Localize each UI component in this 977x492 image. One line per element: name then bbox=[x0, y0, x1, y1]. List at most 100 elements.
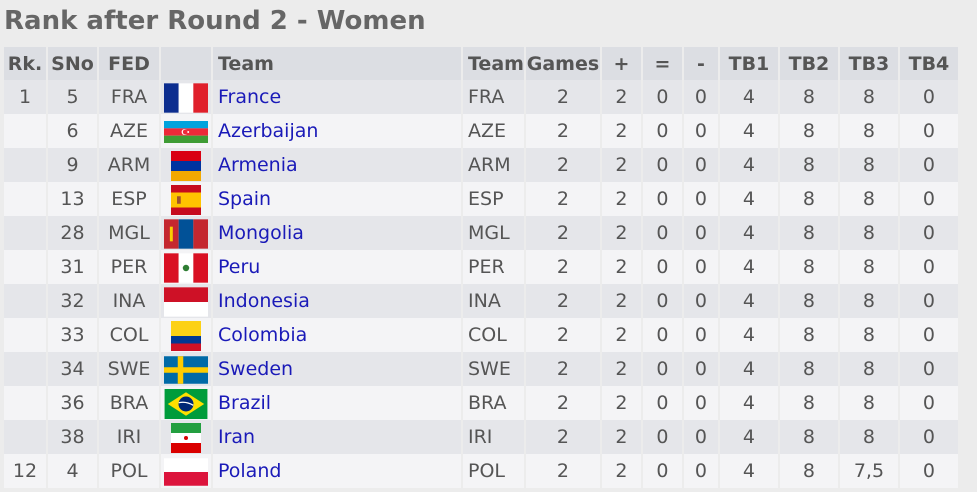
flag-poland-icon bbox=[164, 457, 208, 487]
cell-flag bbox=[161, 454, 213, 488]
col-header-games[interactable]: Games bbox=[525, 47, 602, 80]
cell-tb2: 8 bbox=[779, 420, 840, 454]
cell-draws: 0 bbox=[642, 80, 684, 114]
cell-rank bbox=[4, 182, 48, 216]
cell-tb4: 0 bbox=[899, 318, 960, 352]
cell-games: 2 bbox=[525, 182, 602, 216]
cell-flag bbox=[161, 114, 213, 148]
cell-tb2: 8 bbox=[779, 114, 840, 148]
cell-tb2: 8 bbox=[779, 284, 840, 318]
col-header-rank[interactable]: Rk. bbox=[4, 47, 48, 80]
cell-draws: 0 bbox=[642, 386, 684, 420]
cell-flag bbox=[161, 250, 213, 284]
cell-draws: 0 bbox=[642, 420, 684, 454]
cell-wins: 2 bbox=[601, 114, 643, 148]
cell-losses: 0 bbox=[683, 454, 720, 488]
cell-tb1: 4 bbox=[719, 148, 780, 182]
cell-fed: IRI bbox=[99, 420, 161, 454]
col-header-draws[interactable]: = bbox=[642, 47, 684, 80]
cell-tb3: 8 bbox=[839, 182, 900, 216]
cell-rank bbox=[4, 114, 48, 148]
col-header-wins[interactable]: + bbox=[601, 47, 643, 80]
cell-wins: 2 bbox=[601, 454, 643, 488]
table-row: 32 INA Indonesia INA 2 2 0 0 4 8 8 0 bbox=[4, 284, 960, 318]
team-link[interactable]: France bbox=[218, 86, 282, 108]
table-row: 38 IRI Iran IRI 2 2 0 0 4 8 8 0 bbox=[4, 420, 960, 454]
cell-tb2: 8 bbox=[779, 250, 840, 284]
team-link[interactable]: Peru bbox=[218, 256, 261, 278]
cell-team: France bbox=[213, 80, 463, 114]
col-header-tb1[interactable]: TB1 bbox=[719, 47, 780, 80]
team-link[interactable]: Sweden bbox=[218, 358, 294, 380]
cell-flag bbox=[161, 284, 213, 318]
team-link[interactable]: Poland bbox=[218, 460, 282, 482]
col-header-tb4[interactable]: TB4 bbox=[899, 47, 960, 80]
cell-flag bbox=[161, 80, 213, 114]
cell-rank bbox=[4, 216, 48, 250]
table-row: 6 AZE Azerbaijan AZE 2 2 0 0 4 8 8 0 bbox=[4, 114, 960, 148]
cell-draws: 0 bbox=[642, 148, 684, 182]
cell-fed: PER bbox=[99, 250, 161, 284]
team-link[interactable]: Mongolia bbox=[218, 222, 304, 244]
cell-tb4: 0 bbox=[899, 420, 960, 454]
cell-wins: 2 bbox=[601, 80, 643, 114]
col-header-tb3[interactable]: TB3 bbox=[839, 47, 900, 80]
team-link[interactable]: Brazil bbox=[218, 392, 272, 414]
cell-tb2: 8 bbox=[779, 216, 840, 250]
cell-tb4: 0 bbox=[899, 352, 960, 386]
cell-team-code: MGL bbox=[463, 216, 526, 250]
cell-tb2: 8 bbox=[779, 80, 840, 114]
cell-tb4: 0 bbox=[899, 284, 960, 318]
col-header-team-code[interactable]: Team bbox=[463, 47, 526, 80]
cell-sno: 5 bbox=[48, 80, 99, 114]
cell-rank bbox=[4, 318, 48, 352]
col-header-sno[interactable]: SNo bbox=[48, 47, 99, 80]
col-header-team[interactable]: Team bbox=[213, 47, 463, 80]
cell-team: Indonesia bbox=[213, 284, 463, 318]
cell-tb4: 0 bbox=[899, 148, 960, 182]
col-header-tb2[interactable]: TB2 bbox=[779, 47, 840, 80]
cell-wins: 2 bbox=[601, 148, 643, 182]
cell-games: 2 bbox=[525, 420, 602, 454]
cell-team-code: PER bbox=[463, 250, 526, 284]
table-row: 12 4 POL Poland POL 2 2 0 0 4 8 7,5 0 bbox=[4, 454, 960, 488]
team-link[interactable]: Armenia bbox=[218, 154, 298, 176]
cell-losses: 0 bbox=[683, 80, 720, 114]
col-header-fed[interactable]: FED bbox=[99, 47, 161, 80]
cell-tb2: 8 bbox=[779, 352, 840, 386]
cell-sno: 36 bbox=[48, 386, 99, 420]
cell-tb2: 8 bbox=[779, 386, 840, 420]
flag-iran-icon bbox=[164, 423, 208, 453]
cell-team: Peru bbox=[213, 250, 463, 284]
flag-colombia-icon bbox=[164, 321, 208, 351]
team-link[interactable]: Spain bbox=[218, 188, 272, 210]
col-header-losses[interactable]: - bbox=[683, 47, 720, 80]
flag-france-icon bbox=[164, 83, 208, 113]
team-link[interactable]: Iran bbox=[218, 426, 256, 448]
cell-flag bbox=[161, 182, 213, 216]
team-link[interactable]: Indonesia bbox=[218, 290, 310, 312]
cell-team-code: AZE bbox=[463, 114, 526, 148]
cell-team-code: POL bbox=[463, 454, 526, 488]
cell-tb3: 8 bbox=[839, 318, 900, 352]
table-row: 9 ARM Armenia ARM 2 2 0 0 4 8 8 0 bbox=[4, 148, 960, 182]
cell-draws: 0 bbox=[642, 284, 684, 318]
table-row: 31 PER Peru PER 2 2 0 0 4 8 8 0 bbox=[4, 250, 960, 284]
team-link[interactable]: Colombia bbox=[218, 324, 308, 346]
cell-team: Poland bbox=[213, 454, 463, 488]
cell-rank: 12 bbox=[4, 454, 48, 488]
cell-flag bbox=[161, 420, 213, 454]
table-body: 1 5 FRA France FRA 2 2 0 0 4 8 8 0 6 AZE Azerbaijan AZE 2… bbox=[4, 80, 960, 488]
cell-wins: 2 bbox=[601, 284, 643, 318]
cell-rank bbox=[4, 420, 48, 454]
cell-rank bbox=[4, 250, 48, 284]
cell-sno: 38 bbox=[48, 420, 99, 454]
cell-team-code: FRA bbox=[463, 80, 526, 114]
team-link[interactable]: Azerbaijan bbox=[218, 120, 319, 142]
cell-draws: 0 bbox=[642, 352, 684, 386]
cell-tb3: 7,5 bbox=[839, 454, 900, 488]
cell-tb3: 8 bbox=[839, 420, 900, 454]
cell-rank bbox=[4, 386, 48, 420]
cell-team: Azerbaijan bbox=[213, 114, 463, 148]
cell-losses: 0 bbox=[683, 386, 720, 420]
